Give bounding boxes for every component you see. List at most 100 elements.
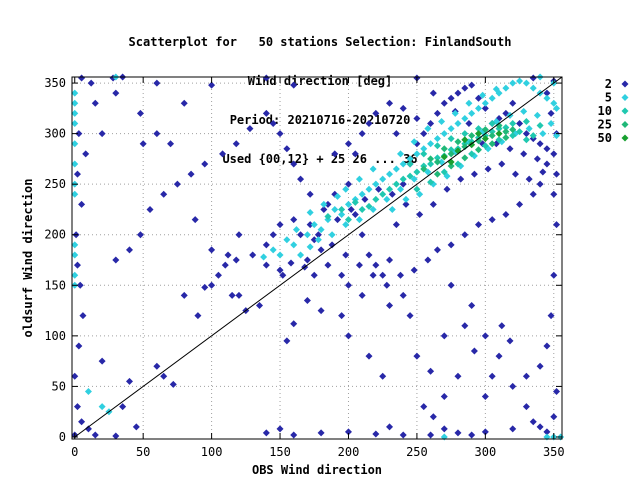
data-point bbox=[550, 150, 558, 158]
y-tick-label: 150 bbox=[44, 278, 66, 292]
data-point bbox=[529, 84, 537, 92]
data-point bbox=[543, 428, 551, 436]
data-point bbox=[173, 180, 181, 188]
data-point bbox=[447, 150, 455, 158]
data-point bbox=[84, 425, 92, 433]
data-point bbox=[413, 168, 421, 176]
data-point bbox=[488, 94, 496, 102]
data-point bbox=[488, 372, 496, 380]
data-point bbox=[112, 256, 120, 264]
data-point bbox=[533, 155, 541, 163]
y-axis-label: oldsurf Wind direction bbox=[21, 179, 35, 338]
data-point bbox=[355, 216, 363, 224]
data-point bbox=[550, 271, 558, 279]
data-point bbox=[386, 99, 394, 107]
data-point bbox=[502, 84, 510, 92]
data-point bbox=[481, 332, 489, 340]
x-tick-label: 100 bbox=[201, 445, 223, 459]
data-point bbox=[396, 150, 404, 158]
data-point bbox=[529, 132, 537, 140]
data-point bbox=[351, 211, 359, 219]
data-point bbox=[424, 168, 432, 176]
data-point bbox=[71, 372, 79, 380]
data-point bbox=[522, 79, 530, 87]
data-point bbox=[522, 403, 530, 411]
data-point bbox=[73, 261, 81, 269]
data-point bbox=[214, 271, 222, 279]
data-point bbox=[495, 352, 503, 360]
data-point bbox=[71, 109, 79, 117]
data-point bbox=[529, 74, 537, 82]
data-point bbox=[406, 160, 414, 168]
data-point bbox=[71, 160, 79, 168]
data-point bbox=[509, 79, 517, 87]
data-point bbox=[465, 120, 473, 128]
data-point bbox=[317, 429, 325, 437]
data-point bbox=[438, 117, 446, 125]
data-point bbox=[379, 372, 387, 380]
data-point bbox=[447, 135, 455, 143]
data-point bbox=[461, 84, 469, 92]
data-point bbox=[509, 132, 517, 140]
data-point bbox=[399, 104, 407, 112]
data-point bbox=[344, 216, 352, 224]
x-tick-label: 300 bbox=[475, 445, 497, 459]
data-point bbox=[344, 200, 352, 208]
data-point bbox=[396, 185, 404, 193]
data-point bbox=[536, 122, 544, 130]
data-point bbox=[91, 99, 99, 107]
data-point bbox=[461, 136, 469, 144]
data-point bbox=[481, 142, 489, 150]
data-point bbox=[386, 185, 394, 193]
data-point bbox=[279, 271, 287, 279]
data-point bbox=[447, 146, 455, 154]
data-point bbox=[78, 200, 86, 208]
legend-label: 25 bbox=[598, 118, 612, 132]
data-point bbox=[536, 362, 544, 370]
data-point bbox=[344, 332, 352, 340]
x-tick-label: 0 bbox=[71, 445, 78, 459]
data-point bbox=[511, 170, 519, 178]
data-point bbox=[71, 271, 79, 279]
data-point bbox=[420, 403, 428, 411]
data-point bbox=[539, 168, 547, 176]
title-line-4: Used {00,12} + 25 26 ... 36 bbox=[222, 152, 418, 166]
data-point bbox=[262, 109, 270, 117]
data-point bbox=[475, 221, 483, 229]
x-tick-label: 150 bbox=[269, 445, 291, 459]
data-point bbox=[355, 175, 363, 183]
data-point bbox=[160, 372, 168, 380]
data-point bbox=[484, 165, 492, 173]
data-point bbox=[276, 266, 284, 274]
data-point bbox=[392, 221, 400, 229]
data-point bbox=[342, 185, 350, 193]
data-point bbox=[232, 140, 240, 148]
data-point bbox=[221, 261, 229, 269]
data-point bbox=[342, 251, 350, 259]
legend-label: 5 bbox=[605, 91, 612, 105]
data-point bbox=[488, 140, 496, 148]
data-point bbox=[550, 190, 558, 198]
data-point bbox=[201, 160, 209, 168]
data-point bbox=[73, 403, 81, 411]
data-point bbox=[475, 125, 483, 133]
data-point bbox=[208, 81, 216, 89]
x-tick-label: 350 bbox=[543, 445, 565, 459]
data-point bbox=[440, 145, 448, 153]
data-point bbox=[396, 271, 404, 279]
data-point bbox=[479, 91, 487, 99]
data-point bbox=[492, 85, 500, 93]
data-point bbox=[420, 150, 428, 158]
data-point bbox=[461, 114, 469, 122]
data-point bbox=[262, 429, 270, 437]
data-point bbox=[194, 312, 202, 320]
data-point bbox=[553, 221, 561, 229]
data-point bbox=[447, 281, 455, 289]
data-point bbox=[283, 337, 291, 345]
data-point bbox=[440, 425, 448, 433]
legend-label: 50 bbox=[598, 131, 612, 145]
data-point bbox=[522, 372, 530, 380]
data-point bbox=[502, 124, 510, 132]
data-point bbox=[416, 211, 424, 219]
data-point bbox=[358, 205, 366, 213]
